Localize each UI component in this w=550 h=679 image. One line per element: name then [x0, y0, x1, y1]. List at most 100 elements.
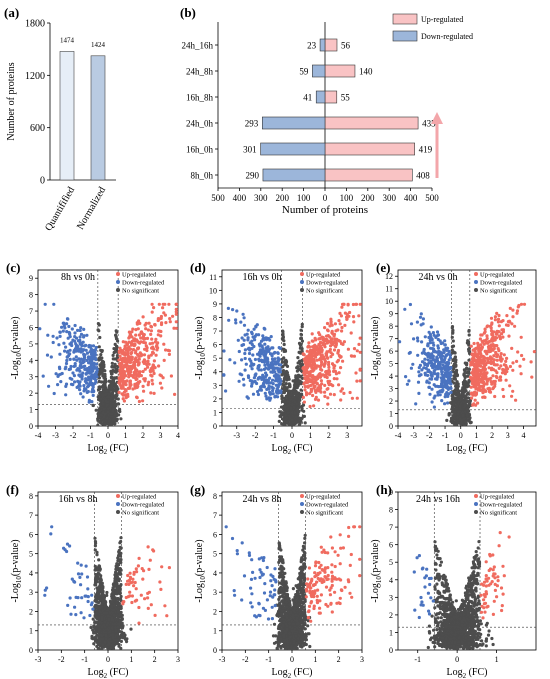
up-regulated-point: [471, 348, 475, 352]
down-regulated-point: [59, 380, 63, 384]
up-regulated-point: [488, 346, 492, 351]
y-tick-label: 5: [29, 550, 33, 559]
no-significant-point: [295, 402, 299, 406]
down-regulated-point: [252, 362, 256, 366]
no-significant-point: [101, 402, 105, 406]
down-regulated-point: [431, 354, 435, 358]
up-regulated-point: [492, 330, 496, 334]
up-regulated-point: [302, 400, 306, 404]
no-significant-point: [463, 403, 467, 408]
up-regulated-point: [476, 364, 480, 368]
no-significant-point: [281, 417, 285, 421]
y-axis-title: -Log10(p-value): [10, 316, 23, 379]
down-regulated-point: [71, 338, 75, 342]
down-regulated-point: [63, 326, 67, 330]
down-regulated-point: [72, 357, 76, 361]
bar-up-regulated: [324, 168, 413, 182]
up-regulated-point: [471, 368, 475, 373]
no-significant-point: [89, 625, 93, 630]
up-regulated-point: [470, 396, 474, 400]
up-regulated-point: [135, 368, 139, 372]
up-regulated-point: [354, 371, 358, 375]
up-regulated-point: [129, 366, 133, 370]
no-significant-point: [115, 345, 119, 349]
down-regulated-point: [78, 360, 82, 364]
up-regulated-point: [493, 315, 497, 319]
up-regulated-point: [320, 360, 324, 364]
down-regulated-point: [72, 374, 76, 378]
legend-marker-up: [300, 272, 304, 276]
up-regulated-point: [500, 371, 505, 375]
up-regulated-point: [349, 331, 353, 335]
no-significant-point: [114, 409, 118, 413]
up-regulated-point: [148, 370, 153, 374]
down-regulated-point: [87, 400, 91, 404]
no-significant-point: [453, 409, 457, 414]
down-regulated-point: [258, 388, 262, 392]
up-value-label: 408: [416, 171, 430, 181]
down-regulated-point: [82, 389, 86, 393]
up-regulated-point: [118, 368, 122, 372]
up-regulated-point: [481, 372, 485, 376]
up-regulated-point: [358, 367, 362, 371]
up-regulated-point: [320, 382, 324, 386]
down-regulated-point: [244, 362, 248, 366]
no-significant-point: [466, 383, 470, 387]
up-regulated-point: [348, 390, 352, 395]
down-regulated-point: [89, 347, 93, 351]
no-significant-point: [300, 392, 304, 396]
no-significant-point: [451, 358, 455, 363]
up-regulated-point: [508, 364, 512, 369]
down-regulated-point: [426, 358, 430, 362]
no-significant-point: [115, 402, 119, 406]
y-tick-label: 2: [29, 389, 33, 398]
down-regulated-point: [278, 379, 282, 383]
up-regulated-point: [127, 330, 131, 334]
no-significant-point: [295, 420, 299, 424]
up-regulated-point: [168, 317, 172, 321]
down-regulated-point: [431, 341, 435, 345]
up-regulated-point: [495, 358, 499, 362]
down-regulated-point: [64, 345, 68, 349]
no-significant-point: [465, 366, 469, 370]
up-regulated-point: [154, 337, 158, 341]
down-regulated-point: [246, 374, 250, 378]
down-regulated-point: [73, 362, 77, 366]
down-value-label: 290: [245, 171, 259, 181]
no-significant-point: [107, 424, 111, 426]
no-significant-point: [303, 421, 307, 425]
x-axis-title-rest: (FC): [466, 443, 487, 454]
y-tick-label: 8h_0h: [191, 171, 214, 181]
x-tick-label: -4: [395, 431, 402, 440]
up-regulated-point: [132, 337, 136, 341]
down-regulated-point: [440, 367, 444, 371]
down-regulated-point: [427, 361, 431, 365]
up-regulated-point: [358, 302, 362, 306]
down-regulated-point: [254, 324, 258, 328]
down-regulated-point: [260, 384, 265, 388]
down-regulated-point: [271, 386, 275, 390]
no-significant-point: [109, 396, 113, 400]
down-regulated-point: [412, 337, 416, 341]
up-regulated-point: [174, 312, 178, 316]
up-regulated-point: [511, 315, 515, 319]
up-regulated-point: [121, 393, 125, 397]
down-regulated-point: [440, 388, 444, 392]
down-regulated-point: [449, 373, 453, 377]
down-regulated-point: [436, 375, 440, 379]
no-significant-point: [466, 399, 470, 403]
no-significant-point: [109, 375, 113, 379]
no-significant-point: [451, 367, 456, 371]
up-regulated-point: [158, 381, 162, 385]
up-regulated-point: [480, 339, 484, 343]
down-regulated-point: [250, 384, 254, 388]
legend-marker-down: [116, 280, 120, 284]
up-regulated-point: [126, 355, 130, 359]
y-tick-label: 600: [30, 123, 45, 134]
down-regulated-point: [233, 361, 237, 365]
up-regulated-point: [492, 354, 496, 358]
up-regulated-point: [477, 348, 481, 352]
up-regulated-point: [143, 347, 147, 351]
